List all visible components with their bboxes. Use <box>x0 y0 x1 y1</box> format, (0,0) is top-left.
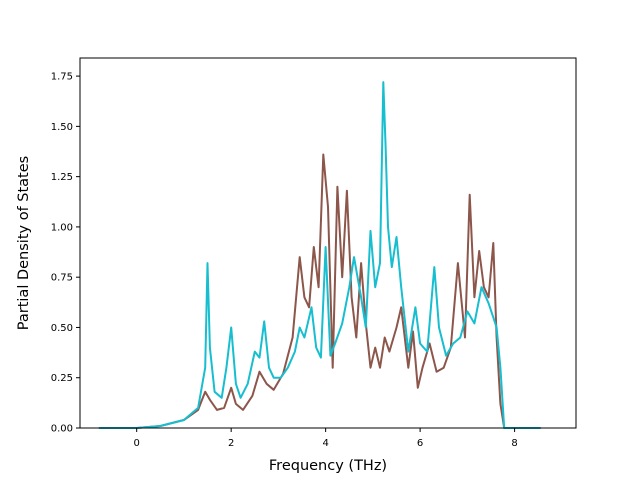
plot-frame <box>79 57 577 429</box>
y-tick-label: 1.25 <box>51 172 73 183</box>
y-tick-label: 1.50 <box>51 122 73 133</box>
x-axis-label: Frequency (THz) <box>269 458 387 474</box>
series-layer <box>98 81 541 429</box>
x-tick-label: 0 <box>133 438 139 449</box>
y-tick-label: 1.00 <box>51 222 73 233</box>
x-tick-label: 2 <box>228 438 234 449</box>
x-tick-label: 6 <box>417 438 423 449</box>
x-tick-label: 8 <box>511 438 517 449</box>
series-line-1 <box>98 153 541 429</box>
series-line-2 <box>98 81 541 429</box>
y-axis: 0.00 0.25 0.50 0.75 1.00 1.25 1.50 1.75 <box>51 72 80 435</box>
y-tick-label: 1.75 <box>51 72 73 83</box>
y-tick-label: 0.25 <box>51 373 73 384</box>
x-tick-label: 4 <box>322 438 328 449</box>
y-axis-label: Partial Density of States <box>16 156 32 330</box>
x-axis: 0 2 4 6 8 <box>133 428 518 449</box>
y-tick-label: 0.00 <box>51 424 73 435</box>
y-tick-label: 0.50 <box>51 323 73 334</box>
y-tick-label: 0.75 <box>51 273 73 284</box>
